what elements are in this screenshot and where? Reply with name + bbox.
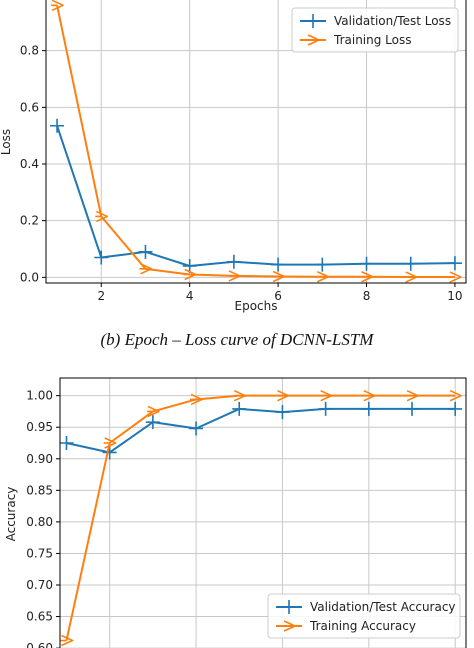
loss-x-tick-label-4: 4: [186, 289, 194, 303]
validation-test-loss-point-3: [138, 244, 153, 259]
accuracy-y-axis-label: Accuracy: [4, 487, 18, 542]
accuracy-y-tick-label-6: 0.90: [26, 452, 53, 466]
training-loss-point-9: [404, 271, 418, 283]
loss-y-tick-label-0: 0.0: [20, 270, 39, 284]
loss-x-tick-label-10: 10: [447, 289, 462, 303]
training-loss-point-8: [360, 271, 374, 283]
validation-test-loss-point-8: [359, 256, 374, 271]
training-accuracy-point-7: [319, 389, 333, 402]
validation-test-accuracy-line: [66, 407, 456, 454]
training-loss-line: [56, 5, 455, 279]
training-accuracy-point-3: [146, 405, 160, 418]
loss-x-tick-label-6: 6: [274, 289, 282, 303]
loss-y-tick-label-2: 0.4: [20, 157, 39, 171]
accuracy-y-tick-label-8: 1.00: [26, 389, 53, 403]
accuracy-series: [59, 389, 463, 647]
accuracy-y-tick-label-4: 0.80: [26, 515, 53, 529]
validation-test-loss-point-9: [403, 256, 418, 271]
validation-test-loss-point-10: [447, 256, 462, 271]
accuracy-y-tick-label-1: 0.65: [26, 610, 53, 624]
training-loss-legend-marker: [307, 34, 320, 46]
training-accuracy-point-6: [276, 389, 290, 402]
accuracy-chart: 0.60 0.65 0.70 0.75 0.80 0.85 0.90 0.95 1.00 Acc…: [4, 377, 467, 648]
training-loss-point-3: [139, 263, 153, 275]
training-loss-legend-label: Training Loss: [333, 33, 411, 47]
validation-test-loss-point-6: [271, 257, 286, 272]
validation-test-loss-point-4: [182, 259, 197, 273]
validation-test-loss-legend-marker: [306, 14, 320, 28]
training-accuracy-point-9: [406, 389, 419, 402]
loss-y-axis-label: Loss: [0, 129, 13, 155]
loss-x-tick-label-2: 2: [97, 289, 105, 303]
loss-legend: Validation/Test Loss Training Loss: [291, 7, 459, 53]
loss-series: [50, 0, 462, 283]
accuracy-y-tick-label-3: 0.75: [26, 546, 53, 560]
validation-test-accuracy-point-7: [318, 401, 333, 416]
validation-test-accuracy-point-2: [102, 445, 117, 460]
validation-test-accuracy-point-8: [361, 401, 376, 416]
training-loss-point-10: [448, 271, 462, 283]
validation-test-accuracy-legend-label: Validation/Test Accuracy: [310, 600, 456, 614]
accuracy-legend: Validation/Test Accuracy Training Accurac…: [267, 593, 461, 639]
training-accuracy-point-4: [190, 393, 203, 406]
validation-test-loss-point-1: [50, 118, 65, 133]
training-loss-point-1: [51, 0, 64, 12]
validation-test-accuracy-point-3: [145, 415, 160, 430]
training-accuracy-point-2: [103, 437, 117, 449]
accuracy-ticks: 0.60 0.65 0.70 0.75 0.80 0.85 0.90 0.95 1.00: [26, 389, 60, 648]
training-loss-point-6: [272, 270, 285, 283]
validation-test-accuracy-legend-marker: [282, 600, 296, 614]
training-accuracy-legend-label: Training Accuracy: [309, 619, 416, 633]
loss-x-tick-label-8: 8: [363, 289, 371, 303]
validation-test-loss-line: [56, 125, 455, 267]
accuracy-y-tick-label-2: 0.70: [26, 578, 53, 592]
validation-test-loss-point-7: [315, 257, 330, 272]
validation-test-accuracy-point-6: [275, 405, 290, 420]
accuracy-y-tick-label-0: 0.60: [26, 641, 53, 648]
loss-ticks: 2 4 6 8 10 0.0 0.2 0.4 0.6 0.8 1.0: [20, 0, 463, 303]
loss-y-tick-label-4: 0.8: [20, 44, 39, 58]
training-accuracy-line: [65, 394, 456, 641]
accuracy-legend-box: [267, 593, 461, 639]
training-accuracy-point-5: [233, 389, 247, 402]
training-accuracy-point-1: [60, 634, 74, 647]
loss-x-axis-label: Epochs: [235, 299, 278, 313]
training-loss-point-4: [183, 268, 197, 281]
validation-test-accuracy-point-5: [232, 401, 247, 416]
accuracy-plot-frame: [59, 377, 467, 648]
training-loss-point-7: [316, 271, 330, 283]
loss-plot-frame: [45, 0, 467, 284]
accuracy-y-tick-label-5: 0.85: [26, 483, 53, 497]
validation-test-accuracy-point-1: [59, 436, 74, 451]
loss-y-tick-label-1: 0.2: [20, 214, 39, 228]
validation-test-accuracy-point-4: [189, 421, 204, 436]
validation-test-loss-legend-label: Validation/Test Loss: [334, 14, 451, 28]
loss-legend-box: [291, 7, 459, 53]
validation-test-loss-point-2: [94, 250, 109, 265]
training-loss-point-2: [95, 210, 109, 223]
accuracy-y-tick-label-7: 0.95: [26, 420, 53, 434]
validation-test-loss-point-5: [226, 254, 241, 269]
loss-chart-caption: (b) Epoch – Loss curve of DCNN-LSTM: [101, 330, 375, 349]
loss-chart: 2 4 6 8 10 0.0 0.2 0.4 0.6 0.8 1.0 Epochs Loss Val…: [0, 0, 467, 349]
validation-test-accuracy-point-9: [405, 401, 420, 416]
training-loss-point-5: [227, 270, 241, 282]
training-accuracy-point-8: [362, 389, 376, 402]
validation-test-accuracy-point-10: [448, 401, 463, 416]
training-accuracy-point-10: [449, 389, 463, 402]
loss-y-tick-label-3: 0.6: [20, 100, 39, 114]
training-accuracy-legend-marker: [283, 620, 296, 632]
loss-y-tick-label-5: 1.0: [20, 0, 39, 1]
